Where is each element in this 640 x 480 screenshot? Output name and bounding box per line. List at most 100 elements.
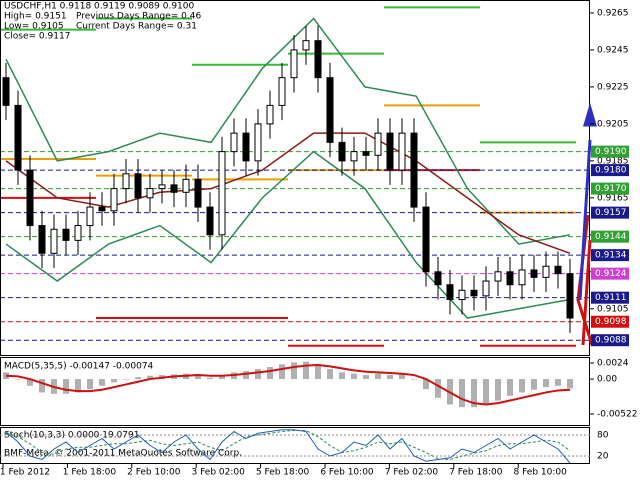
- candle-body: [110, 188, 118, 212]
- candle-body: [398, 132, 406, 171]
- candle-body: [266, 104, 274, 125]
- macd-bar: [63, 379, 69, 394]
- level-label: 0.9144: [595, 232, 627, 242]
- macd-bar: [87, 379, 93, 390]
- macd-bar: [147, 375, 153, 380]
- candle-body: [194, 178, 202, 208]
- info-close: Close= 0.9117: [4, 32, 70, 42]
- level-label-box: [591, 206, 629, 219]
- macd-signal: [5, 364, 571, 406]
- candle-body: [410, 132, 418, 208]
- level-label: 0.9098: [595, 317, 627, 327]
- candle-body: [530, 269, 538, 278]
- y-tick-label: 0.9245: [597, 45, 629, 55]
- info-curr-range: Current Days Range= 0.31: [76, 22, 197, 32]
- candle-body: [218, 151, 226, 236]
- candle-body: [506, 271, 514, 286]
- level-label: 0.9190: [595, 147, 627, 157]
- candle-body: [422, 206, 430, 273]
- level-label-box: [591, 164, 629, 177]
- level-label: 0.9170: [595, 184, 627, 194]
- macd-bar: [315, 364, 321, 380]
- macd-bar: [279, 364, 285, 380]
- projection-arrow: [578, 102, 598, 301]
- macd-bar: [219, 375, 225, 380]
- macd-bar: [495, 379, 501, 401]
- macd-bar: [303, 361, 309, 380]
- level-label: 0.9111: [595, 293, 627, 303]
- macd-bar: [27, 379, 33, 386]
- level-label: 0.9088: [595, 336, 627, 346]
- info-prev-range: Previous Days Range= 0.46: [76, 12, 201, 22]
- info-low: Low= 0.9105: [4, 22, 64, 32]
- x-tick-label: 1 Feb 2012: [0, 468, 50, 478]
- x-tick-label: 1 Feb 18:00: [63, 468, 117, 478]
- level-label-box: [591, 230, 629, 243]
- macd-bar: [459, 379, 465, 408]
- macd-bar: [111, 379, 117, 383]
- candle-body: [122, 173, 130, 190]
- x-tick-label: 5 Feb 18:00: [256, 468, 310, 478]
- x-tick-label: 8 Feb 10:00: [514, 468, 568, 478]
- stoch-frame: [0, 427, 590, 464]
- candle-body: [470, 289, 478, 297]
- macd-bar: [255, 369, 261, 380]
- info-high: High= 0.9151: [4, 12, 67, 22]
- price-frame: [0, 0, 590, 356]
- candle-body: [326, 77, 334, 143]
- macd-bar: [135, 377, 141, 380]
- level-label-box: [591, 267, 629, 280]
- y-tick-label: 0.9265: [597, 8, 629, 18]
- y-tick-label: 0.9105: [597, 304, 629, 314]
- stoch-k: [5, 429, 571, 464]
- candle-body: [254, 123, 262, 162]
- macd-tick-label: -0.00522: [597, 410, 637, 420]
- macd-bar: [99, 379, 105, 386]
- x-tick-label: 2 Feb 10:00: [127, 468, 181, 478]
- candle-body: [518, 269, 526, 286]
- candle-body: [98, 206, 106, 212]
- candle-body: [62, 228, 70, 241]
- level-label-box: [591, 315, 629, 328]
- candle-body: [374, 132, 382, 156]
- level-label: 0.9180: [595, 166, 627, 176]
- macd-bar: [123, 379, 129, 380]
- x-tick-label: 6 Feb 10:00: [320, 468, 374, 478]
- candle-body: [338, 141, 346, 162]
- macd-bar: [363, 375, 369, 380]
- macd-bar: [555, 379, 561, 386]
- candle-body: [302, 40, 310, 51]
- indicator-line: [5, 17, 571, 245]
- y-tick-label: 0.9185: [597, 156, 629, 166]
- candle-body: [38, 225, 46, 254]
- candle-body: [134, 173, 142, 199]
- info-symbol: USDCHF,H1 0.9118 0.9119 0.9089 0.9100: [4, 2, 194, 12]
- macd-bar: [471, 379, 477, 408]
- macd-bar: [387, 375, 393, 380]
- level-label-box: [591, 291, 629, 304]
- stoch-tick-label: 20: [597, 452, 609, 462]
- candle-body: [362, 151, 370, 156]
- macd-tick-label: 0.0024: [597, 359, 629, 369]
- candle-body: [206, 206, 214, 236]
- level-label-box: [591, 182, 629, 195]
- candle-body: [170, 184, 178, 193]
- macd-bar: [375, 373, 381, 380]
- macd-bar: [507, 379, 513, 396]
- candle-body: [146, 188, 154, 199]
- macd-bar: [75, 379, 81, 393]
- y-tick-label: 0.9205: [597, 119, 629, 129]
- candle-body: [86, 206, 94, 227]
- copyright: BMF-Meta, © 2001-2011 MetaQuotes Softwar…: [4, 449, 242, 459]
- level-label-box: [591, 334, 629, 347]
- indicator-line: [5, 132, 571, 255]
- candle-body: [14, 104, 22, 171]
- macd-bar: [519, 379, 525, 393]
- macd-bar: [291, 362, 297, 380]
- macd-bar: [411, 379, 417, 380]
- macd-bar: [339, 372, 345, 380]
- macd-bar: [423, 379, 429, 390]
- macd-bar: [195, 375, 201, 380]
- macd-bar: [207, 377, 213, 380]
